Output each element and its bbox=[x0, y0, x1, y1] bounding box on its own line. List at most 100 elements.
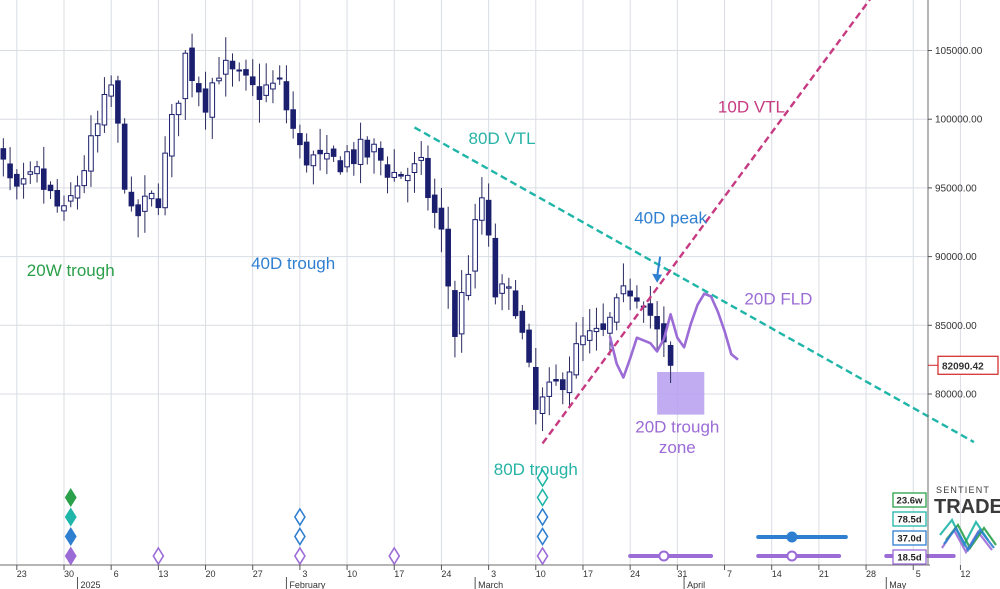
cycle-marker-diamond bbox=[536, 468, 549, 488]
candle-down bbox=[377, 147, 384, 161]
y-tick-label-3: 95000.00 bbox=[935, 183, 977, 194]
candle-down bbox=[303, 141, 310, 166]
candle-up bbox=[465, 273, 472, 296]
x-tick-label-12: 17 bbox=[583, 569, 593, 579]
candle-down bbox=[40, 168, 47, 190]
candle-down bbox=[553, 379, 559, 382]
cycle-marker-diamond bbox=[536, 487, 549, 508]
cycle-marker-diamond bbox=[293, 526, 306, 547]
candle-up bbox=[580, 335, 586, 346]
candle-down bbox=[47, 184, 54, 192]
candle-up bbox=[404, 174, 411, 182]
x-tick-label-10: 3 bbox=[491, 569, 496, 579]
x-tick-label-18: 28 bbox=[866, 569, 876, 579]
candle-down bbox=[236, 69, 243, 72]
x-tick-label-11: 10 bbox=[536, 569, 546, 579]
candle-up bbox=[344, 151, 350, 168]
candle-down bbox=[135, 204, 141, 217]
candle-up bbox=[499, 283, 505, 294]
candle-up bbox=[34, 166, 40, 175]
x-tick-label-15: 7 bbox=[727, 569, 732, 579]
y-tick-label-5: 105000.00 bbox=[935, 46, 983, 57]
candle-up bbox=[607, 316, 613, 334]
candle-up bbox=[276, 77, 283, 80]
candle-up bbox=[613, 297, 620, 323]
projection-bar-center bbox=[658, 550, 670, 562]
candle-down bbox=[229, 60, 236, 70]
x-tick-label-5: 27 bbox=[253, 569, 263, 579]
candle-down bbox=[115, 80, 121, 124]
projection-bars bbox=[628, 531, 956, 562]
annotation-label-4: 40D peak bbox=[634, 209, 707, 228]
projection-bar-center bbox=[786, 550, 798, 562]
candle-down bbox=[297, 133, 303, 146]
annotation-label-0: 20W trough bbox=[27, 261, 115, 280]
candle-up bbox=[539, 396, 546, 414]
candle-up bbox=[182, 52, 189, 100]
candle-up bbox=[209, 82, 216, 118]
cycle-marker-diamond bbox=[64, 526, 77, 547]
candle-down bbox=[485, 199, 492, 236]
candle-up bbox=[108, 84, 114, 97]
grid-lines bbox=[0, 0, 961, 565]
x-tick-label-17: 21 bbox=[819, 569, 829, 579]
candle-up bbox=[222, 59, 229, 75]
current-price-label: 82090.42 bbox=[942, 361, 984, 372]
10d-vtl-line bbox=[541, 0, 871, 445]
candle-down bbox=[202, 88, 209, 113]
candle-down bbox=[330, 148, 337, 157]
cycle-badge-box bbox=[892, 549, 927, 565]
candle-up bbox=[81, 170, 88, 187]
candle-up bbox=[391, 171, 398, 178]
candle-down bbox=[155, 198, 162, 209]
candle-down bbox=[559, 379, 566, 391]
zones bbox=[657, 372, 705, 415]
x-tick-label-20: 12 bbox=[960, 569, 970, 579]
x-major-label-0: 2025 bbox=[80, 580, 100, 589]
x-major-label-1: February bbox=[289, 580, 326, 589]
candle-up bbox=[216, 77, 222, 82]
cycle-badge-box bbox=[892, 511, 927, 527]
y-tick-label-2: 90000.00 bbox=[935, 252, 977, 263]
x-tick-label-0: 23 bbox=[17, 569, 27, 579]
candle-down bbox=[7, 163, 13, 179]
candles bbox=[0, 33, 674, 431]
candle-up bbox=[586, 330, 593, 341]
candle-up bbox=[620, 285, 627, 295]
annotation-label-7: 20D trough bbox=[635, 417, 719, 436]
candle-up bbox=[472, 219, 478, 272]
annotation-label-6: 80D trough bbox=[494, 460, 578, 479]
x-tick-label-2: 6 bbox=[114, 569, 119, 579]
candle-down bbox=[634, 297, 640, 302]
overlay-lines bbox=[413, 0, 975, 445]
cycle-badge-label-1: 78.5d bbox=[897, 515, 921, 526]
candle-down bbox=[283, 81, 290, 111]
annotation-label-2: 80D VTL bbox=[469, 129, 536, 148]
candle-down bbox=[196, 83, 202, 93]
candle-up bbox=[162, 152, 168, 209]
cycle-badge-label-2: 37.0d bbox=[897, 534, 921, 545]
candle-down bbox=[189, 47, 195, 82]
annotation-label-1: 40D trough bbox=[251, 254, 335, 273]
candle-down bbox=[14, 173, 20, 187]
cycle-marker-diamond bbox=[152, 546, 165, 566]
candle-down bbox=[0, 148, 7, 160]
candle-up bbox=[20, 178, 27, 185]
candle-down bbox=[512, 290, 519, 317]
current-price-box bbox=[937, 355, 999, 375]
cycle-marker-diamond bbox=[536, 507, 549, 527]
annotation-label-5: 20D FLD bbox=[744, 290, 812, 309]
candle-up bbox=[74, 185, 81, 199]
fld-line bbox=[608, 292, 739, 379]
candle-down bbox=[398, 174, 404, 177]
candle-down bbox=[364, 139, 371, 158]
candle-down bbox=[452, 290, 458, 337]
y-tick-label-0: 80000.00 bbox=[935, 390, 977, 401]
candle-down bbox=[519, 310, 526, 333]
candle-down bbox=[627, 290, 633, 297]
80d-vtl-line bbox=[413, 126, 975, 444]
cycle-marker-diamond bbox=[64, 507, 77, 527]
cycle-marker-diamond bbox=[64, 487, 77, 508]
candle-up bbox=[142, 195, 148, 212]
